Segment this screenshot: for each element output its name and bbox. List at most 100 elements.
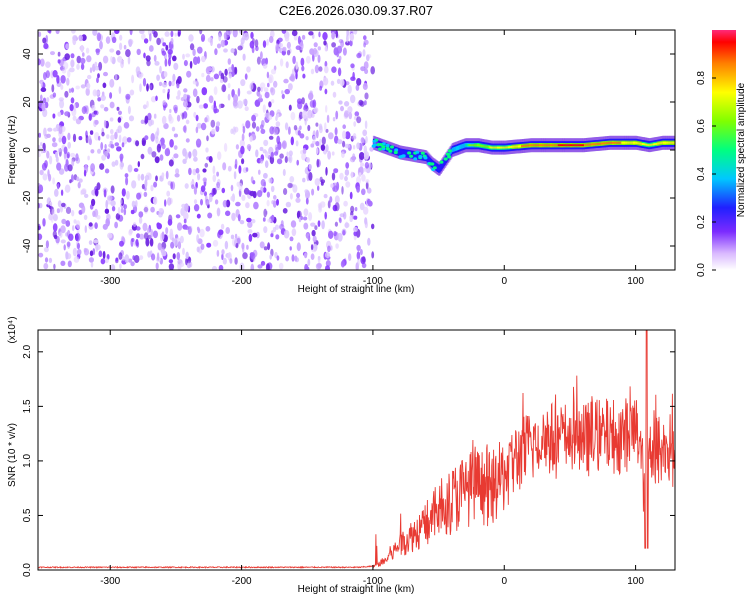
noise-speck [80,57,86,64]
noise-speck [53,234,58,240]
signal-body [392,147,395,153]
noise-speck [182,158,187,164]
noise-speck [235,242,239,249]
noise-speck [97,97,102,102]
signal-core [542,144,544,147]
noise-speck [303,222,309,230]
noise-speck [168,259,174,264]
noise-speck [303,208,309,217]
noise-speck [177,90,181,97]
noise-speck [260,51,263,60]
noise-speck [214,199,219,205]
noise-speck [72,34,78,41]
noise-speck [114,30,120,34]
noise-speck [366,54,370,62]
noise-speck [88,222,93,227]
noise-speck [161,143,166,150]
noise-speck [117,206,121,215]
signal-core [661,141,664,144]
signal-blob [409,154,414,158]
noise-speck [354,207,358,212]
signal-core [631,141,634,144]
noise-speck [150,119,155,126]
noise-speck [320,181,324,186]
signal-core [474,144,477,147]
noise-speck [70,59,75,68]
signal-blob [418,155,423,159]
noise-speck [174,173,180,178]
noise-speck [69,104,74,112]
noise-speck [196,122,202,129]
signal-core [606,142,608,145]
noise-speck [123,204,128,210]
noise-speck [205,147,209,153]
noise-speck [208,194,213,203]
signal-core [524,144,526,147]
noise-speck [152,230,158,239]
noise-speck [192,168,197,176]
colorbar-tick-label: 0.6 [696,119,707,133]
signal-core [525,144,528,147]
noise-speck [300,215,304,221]
noise-speck [172,253,176,260]
noise-speck [295,61,299,70]
noise-speck [170,80,175,87]
signal-core [521,145,523,148]
noise-speck [241,194,246,201]
colorbar: 0.0 0.2 0.4 0.6 0.8 Normalized spectral ampl… [696,30,747,277]
noise-speck [292,55,296,65]
x-tick-label: 100 [627,276,644,287]
signal-core [586,143,588,146]
noise-speck [367,237,371,246]
noise-speck [144,179,148,188]
signal-core [506,146,509,149]
noise-speck [276,158,283,165]
noise-speck [87,74,92,80]
noise-speck [268,177,273,184]
noise-speck [297,35,301,45]
noise-speck [322,31,328,41]
noise-speck [137,161,140,168]
signal-core [578,144,581,147]
noise-speck [38,233,43,241]
noise-speck [242,252,248,260]
noise-speck [251,219,256,224]
noise-speck [318,66,323,72]
noise-speck [287,182,293,189]
signal-core [480,144,482,147]
signal-blob [447,149,452,153]
noise-speck [213,86,218,96]
noise-speck [106,213,111,221]
noise-speck [138,216,143,224]
noise-speck [202,168,207,173]
noise-speck [334,127,338,136]
noise-speck [40,94,43,101]
noise-speck [150,184,154,192]
noise-speck [264,160,269,168]
noise-speck [186,70,192,78]
signal-core [545,144,547,147]
noise-speck [185,53,191,58]
signal-core [541,144,543,147]
noise-speck [47,169,50,178]
signal-core [537,144,540,147]
noise-speck [125,49,131,58]
noise-speck [304,263,309,270]
noise-speck [61,202,66,208]
noise-speck [140,173,145,181]
noise-speck [104,150,109,157]
noise-speck [70,87,75,93]
noise-speck [212,165,216,175]
noise-speck [94,222,98,230]
noise-speck [46,97,50,103]
noise-speck [91,104,96,112]
signal-core [484,145,487,148]
noise-speck [152,196,158,205]
signal-body [399,150,401,155]
signal-core [508,146,511,149]
noise-speck [182,111,188,119]
noise-speck [358,172,362,177]
noise-speck [350,76,356,81]
noise-speck [241,242,245,250]
noise-speck [131,238,135,242]
